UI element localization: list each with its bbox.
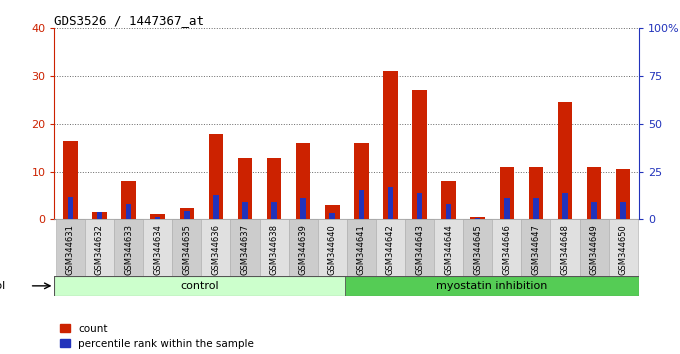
Bar: [271, 202, 277, 219]
Bar: [296, 143, 311, 219]
Bar: [155, 217, 160, 219]
Text: protocol: protocol: [0, 281, 5, 291]
Bar: [325, 205, 339, 219]
Text: GSM344646: GSM344646: [503, 224, 511, 275]
Bar: [500, 167, 514, 219]
Bar: [358, 190, 364, 219]
Bar: [620, 202, 626, 219]
FancyBboxPatch shape: [492, 219, 522, 276]
Text: GSM344641: GSM344641: [357, 224, 366, 275]
Bar: [383, 72, 398, 219]
Bar: [562, 193, 568, 219]
Legend: count, percentile rank within the sample: count, percentile rank within the sample: [60, 324, 254, 349]
Text: GSM344642: GSM344642: [386, 224, 395, 275]
Text: GDS3526 / 1447367_at: GDS3526 / 1447367_at: [54, 14, 205, 27]
Bar: [242, 202, 248, 219]
Bar: [533, 199, 539, 219]
Bar: [354, 143, 369, 219]
Text: GSM344650: GSM344650: [619, 224, 628, 275]
Bar: [592, 202, 597, 219]
Bar: [616, 169, 630, 219]
Bar: [209, 135, 223, 219]
FancyBboxPatch shape: [56, 219, 85, 276]
Text: GSM344632: GSM344632: [95, 224, 104, 275]
Text: GSM344631: GSM344631: [66, 224, 75, 275]
FancyBboxPatch shape: [609, 219, 638, 276]
FancyBboxPatch shape: [405, 219, 434, 276]
FancyBboxPatch shape: [434, 219, 463, 276]
FancyBboxPatch shape: [347, 219, 376, 276]
Text: GSM344639: GSM344639: [299, 224, 307, 275]
FancyBboxPatch shape: [114, 219, 143, 276]
Bar: [446, 204, 452, 219]
Text: GSM344649: GSM344649: [590, 224, 598, 275]
Text: GSM344647: GSM344647: [531, 224, 541, 275]
FancyBboxPatch shape: [345, 276, 639, 296]
Bar: [267, 158, 282, 219]
Text: GSM344635: GSM344635: [182, 224, 191, 275]
FancyBboxPatch shape: [463, 219, 492, 276]
Bar: [475, 218, 481, 219]
Text: GSM344638: GSM344638: [269, 224, 279, 275]
FancyBboxPatch shape: [54, 276, 345, 296]
Bar: [587, 167, 601, 219]
FancyBboxPatch shape: [231, 219, 260, 276]
Text: GSM344637: GSM344637: [241, 224, 250, 275]
Bar: [67, 196, 73, 219]
Text: GSM344636: GSM344636: [211, 224, 220, 275]
FancyBboxPatch shape: [172, 219, 201, 276]
Text: control: control: [181, 281, 219, 291]
Text: GSM344643: GSM344643: [415, 224, 424, 275]
Text: GSM344640: GSM344640: [328, 224, 337, 275]
Bar: [121, 181, 136, 219]
Bar: [150, 214, 165, 219]
Text: GSM344648: GSM344648: [560, 224, 570, 275]
Bar: [63, 141, 78, 219]
Bar: [330, 213, 335, 219]
Bar: [417, 193, 422, 219]
Bar: [238, 158, 252, 219]
Bar: [388, 187, 393, 219]
FancyBboxPatch shape: [85, 219, 114, 276]
FancyBboxPatch shape: [201, 219, 231, 276]
Text: GSM344633: GSM344633: [124, 224, 133, 275]
Text: GSM344644: GSM344644: [444, 224, 453, 275]
FancyBboxPatch shape: [551, 219, 579, 276]
Bar: [471, 217, 485, 219]
FancyBboxPatch shape: [143, 219, 172, 276]
Bar: [412, 91, 427, 219]
Text: GSM344634: GSM344634: [153, 224, 163, 275]
Text: GSM344645: GSM344645: [473, 224, 482, 275]
Bar: [92, 212, 107, 219]
Bar: [184, 211, 190, 219]
FancyBboxPatch shape: [522, 219, 551, 276]
Bar: [126, 204, 131, 219]
Bar: [528, 167, 543, 219]
Bar: [180, 207, 194, 219]
Bar: [441, 181, 456, 219]
FancyBboxPatch shape: [579, 219, 609, 276]
Text: myostatin inhibition: myostatin inhibition: [437, 281, 547, 291]
Bar: [558, 102, 573, 219]
Bar: [213, 195, 219, 219]
FancyBboxPatch shape: [288, 219, 318, 276]
Bar: [504, 199, 509, 219]
FancyBboxPatch shape: [318, 219, 347, 276]
FancyBboxPatch shape: [376, 219, 405, 276]
Bar: [301, 199, 306, 219]
FancyBboxPatch shape: [260, 219, 288, 276]
Bar: [97, 212, 102, 219]
